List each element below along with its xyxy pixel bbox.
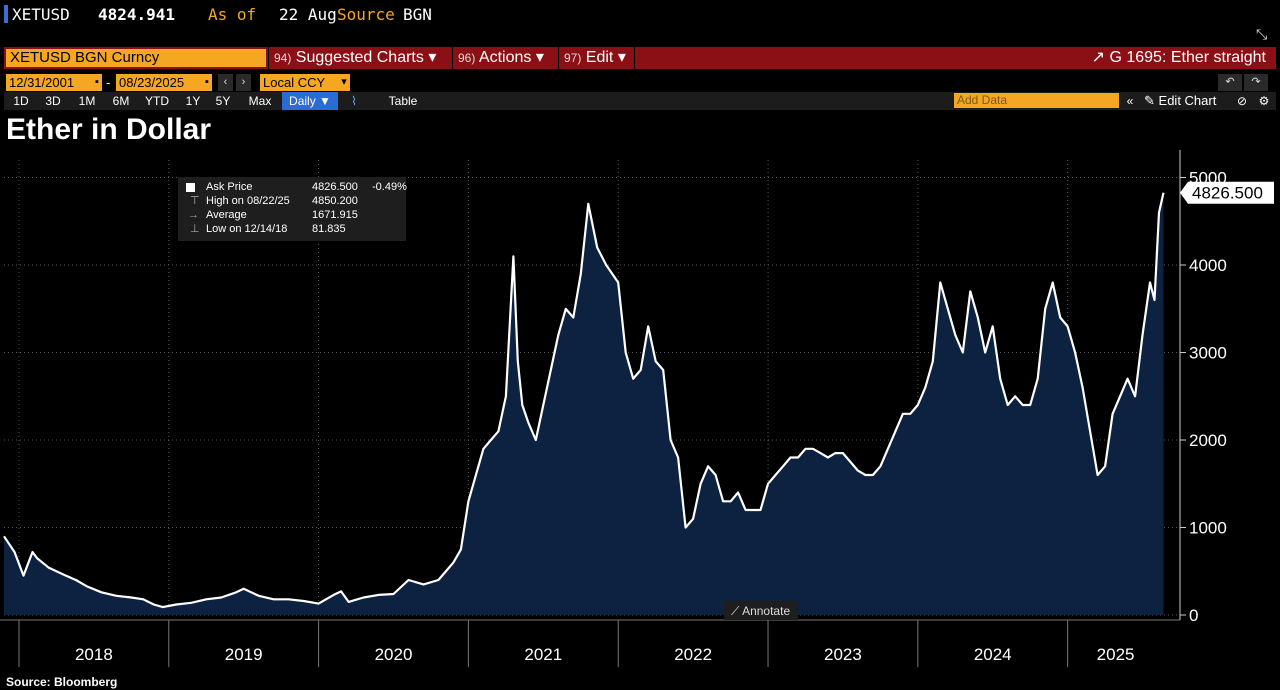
page-title: Ether in Dollar — [6, 113, 212, 146]
high-marker-icon: ⊤ — [190, 195, 200, 207]
range-1y[interactable]: 1Y — [185, 94, 201, 108]
low-marker-icon: ⊥ — [190, 223, 200, 235]
suggested-charts-menu[interactable]: 94) Suggested Charts ▾ — [274, 47, 436, 69]
white-square-icon — [186, 183, 195, 192]
currency-select[interactable]: Local CCY — [260, 74, 338, 91]
x-tick-label: 2020 — [375, 645, 413, 664]
source-label: Source — [337, 5, 395, 24]
as-of-date: 22 Aug — [279, 5, 337, 24]
start-date-field[interactable]: 12/31/2001 — [6, 74, 92, 91]
chart-settings-icon[interactable]: ⊘ — [1236, 94, 1248, 108]
add-data-input[interactable]: Add Data — [954, 93, 1119, 108]
security-marker — [4, 5, 8, 23]
chevron-down-icon[interactable]: ▾ — [338, 74, 350, 91]
security-field[interactable]: XETUSD BGN Curncy — [6, 49, 266, 67]
next-period-icon[interactable]: › — [236, 74, 251, 91]
undo-icon[interactable]: ↶ — [1218, 74, 1242, 91]
edit-chart-button[interactable]: ✎ Edit Chart — [1144, 92, 1216, 110]
ticker-symbol: XETUSD — [12, 5, 70, 24]
menu-number: 97) — [564, 51, 582, 65]
edit-chart-label: Edit Chart — [1158, 93, 1217, 108]
pencil-icon: ✎ — [1144, 93, 1155, 108]
expand-window-icon[interactable]: ⤡ — [1256, 26, 1268, 42]
legend-row-average: → Average 1671.915 — [184, 208, 404, 222]
last-price-label: 4826.500 — [1180, 181, 1274, 204]
divider — [452, 47, 453, 69]
annotate-button[interactable]: ⟋ Annotate — [724, 601, 798, 620]
source-value: BGN — [403, 5, 432, 24]
legend-label: Low on 12/14/18 — [206, 223, 288, 235]
last-price-text: 4826.500 — [1192, 184, 1263, 203]
line-chart-icon[interactable]: ⌇ — [351, 94, 357, 108]
menu-label: Suggested Charts ▾ — [295, 49, 437, 66]
date-range-row: 12/31/2001 ▪ - 08/23/2025 ▪ ‹ › Local CC… — [4, 74, 1276, 92]
legend-value: 4850.200 — [312, 195, 358, 207]
y-tick-label: 2000 — [1189, 431, 1227, 450]
x-tick-label: 2018 — [75, 645, 113, 664]
actions-menu[interactable]: 96) Actions ▾ — [458, 47, 544, 69]
legend-value: 4826.500 — [312, 181, 358, 193]
range-6m[interactable]: 6M — [112, 94, 130, 108]
divider — [558, 47, 559, 69]
y-tick-label: 4000 — [1189, 256, 1227, 275]
annotate-label: ⟋ Annotate — [731, 604, 790, 618]
gear-icon[interactable]: ⚙ — [1258, 94, 1270, 108]
chart-id: G 1695: Ether straight — [1109, 49, 1266, 66]
divider — [634, 47, 635, 69]
x-tick-label: 2022 — [674, 645, 712, 664]
legend-value: 1671.915 — [312, 209, 358, 221]
y-tick-label: 1000 — [1189, 519, 1227, 538]
calendar-icon[interactable]: ▪ — [92, 74, 102, 91]
chart-id-link[interactable]: ↗ G 1695: Ether straight — [1092, 47, 1266, 69]
average-marker-icon: → — [188, 209, 199, 221]
y-tick-label: 3000 — [1189, 344, 1227, 363]
x-tick-label: 2023 — [824, 645, 862, 664]
collapse-icon[interactable]: « — [1126, 94, 1134, 108]
range-toolbar: 1D 3D 1M 6M YTD 1Y 5Y Max Daily ▼ ⌇ Tabl… — [4, 92, 1276, 110]
range-ytd[interactable]: YTD — [145, 94, 169, 108]
legend-label: Average — [206, 209, 247, 221]
end-date-field[interactable]: 08/23/2025 — [116, 74, 202, 91]
source-note: Source: Bloomberg — [6, 675, 118, 689]
ticker-price: 4824.941 — [98, 5, 176, 24]
legend-row-low: ⊥ Low on 12/14/18 81.835 — [184, 222, 404, 236]
x-tick-label: 2024 — [974, 645, 1012, 664]
x-tick-label: 2025 — [1097, 645, 1135, 664]
frequency-select[interactable]: Daily ▼ — [282, 92, 338, 110]
legend-label: High on 08/22/25 — [206, 195, 290, 207]
menu-number: 96) — [458, 51, 476, 65]
price-area — [4, 192, 1164, 615]
as-of-label: As of — [208, 5, 257, 24]
x-tick-label: 2019 — [225, 645, 263, 664]
calendar-icon[interactable]: ▪ — [202, 74, 212, 91]
external-link-icon: ↗ — [1091, 49, 1106, 66]
legend-row-high: ⊤ High on 08/22/25 4850.200 — [184, 194, 404, 208]
menu-label: Actions ▾ — [478, 49, 544, 66]
range-3d[interactable]: 3D — [45, 94, 61, 108]
table-button[interactable]: Table — [388, 94, 418, 108]
last-price-box — [1180, 181, 1274, 204]
range-5y[interactable]: 5Y — [215, 94, 231, 108]
divider — [268, 47, 269, 69]
legend-box: Ask Price 4826.500 -0.49% ⊤ High on 08/2… — [178, 177, 407, 241]
range-1m[interactable]: 1M — [78, 94, 96, 108]
command-bar: XETUSD BGN Curncy 94) Suggested Charts ▾… — [4, 47, 1276, 69]
prev-period-icon[interactable]: ‹ — [218, 74, 233, 91]
x-axis: 2018 2019 2020 2021 2022 2023 2024 2025 — [0, 619, 1180, 667]
x-tick-label: 2021 — [524, 645, 562, 664]
y-tick-label: 0 — [1189, 606, 1198, 625]
legend-value: 81.835 — [312, 223, 346, 235]
ticker-bar: XETUSD 4824.941 As of 22 Aug Source BGN … — [0, 0, 1280, 42]
legend-label: Ask Price — [206, 181, 253, 193]
price-line — [3, 192, 1165, 609]
range-1d[interactable]: 1D — [13, 94, 29, 108]
range-max[interactable]: Max — [248, 94, 272, 108]
legend-row-ask: Ask Price 4826.500 -0.49% — [184, 180, 407, 194]
legend-change: -0.49% — [372, 181, 407, 193]
menu-label: Edit ▾ — [585, 49, 626, 66]
redo-icon[interactable]: ↷ — [1244, 74, 1268, 91]
menu-number: 94) — [274, 51, 292, 65]
edit-menu[interactable]: 97) Edit ▾ — [564, 47, 626, 69]
